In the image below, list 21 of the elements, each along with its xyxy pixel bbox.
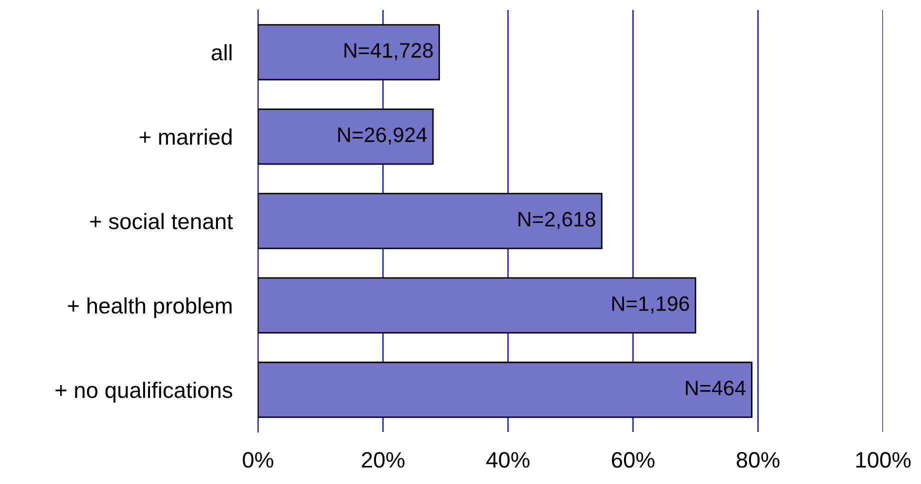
x-tick-label: 100% xyxy=(856,452,911,468)
x-tick-label: 40% xyxy=(486,452,530,468)
bar xyxy=(258,24,440,80)
annotation: N=26,924 xyxy=(338,127,427,145)
annotation: N=464 xyxy=(686,380,746,396)
y-tick-label: + health problem xyxy=(68,297,232,318)
x-tick-label: 60% xyxy=(612,452,654,468)
y-tick-label: all xyxy=(212,44,232,60)
y-tick-label: + social tenant xyxy=(90,212,233,230)
x-tick-label: 0% xyxy=(242,452,274,468)
bar xyxy=(258,192,602,250)
annotation: N=2,618 xyxy=(518,212,596,230)
annotation: N=1,196 xyxy=(612,296,690,314)
bar xyxy=(258,277,696,334)
bar xyxy=(258,362,752,418)
y-tick-label: + married xyxy=(140,128,232,145)
annotation: N=41,728 xyxy=(344,43,433,60)
y-tick-label: + no qualifications xyxy=(56,382,232,402)
x-tick-label: 80% xyxy=(736,452,780,468)
bar xyxy=(258,108,434,165)
x-tick-label: 20% xyxy=(362,452,404,468)
